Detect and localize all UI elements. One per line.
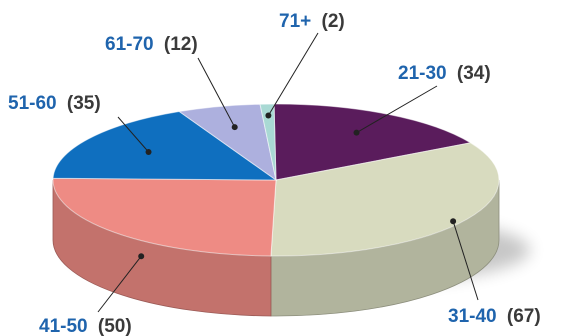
label-21-30-category: 21-30 bbox=[398, 63, 447, 84]
leader-dot-41-50 bbox=[138, 253, 145, 260]
label-31-40-category: 31-40 bbox=[448, 306, 497, 327]
leader-dot-51-60 bbox=[145, 149, 152, 156]
label-41-50-category: 41-50 bbox=[39, 316, 88, 336]
label-21-30-count: (34) bbox=[457, 63, 491, 84]
leader-dot-21-30 bbox=[353, 129, 360, 136]
label-51-60-category: 51-60 bbox=[8, 93, 57, 114]
label-51-60-count: (35) bbox=[67, 93, 101, 114]
leader-line-21-30 bbox=[356, 85, 438, 134]
leader-line-71+ bbox=[267, 32, 319, 116]
leader-line-41-50 bbox=[97, 255, 142, 313]
leader-dot-61-70 bbox=[231, 124, 238, 131]
slice-71+ bbox=[259, 103, 277, 181]
leader-lines bbox=[97, 32, 479, 313]
leader-line-61-70 bbox=[197, 57, 236, 128]
label-61-70-category: 61-70 bbox=[105, 34, 154, 55]
leader-line-51-60 bbox=[117, 116, 149, 153]
label-51-60: 51-60 (35) bbox=[8, 93, 101, 114]
pie-sides bbox=[52, 179, 500, 317]
label-41-50: 41-50 (50) bbox=[39, 316, 132, 336]
label-71plus: 71+ (2) bbox=[279, 11, 345, 32]
label-41-50-count: (50) bbox=[98, 316, 132, 336]
label-71plus-category: 71+ bbox=[279, 11, 311, 32]
label-31-40: 31-40 (67) bbox=[448, 306, 541, 327]
label-61-70: 61-70 (12) bbox=[105, 34, 198, 55]
label-21-30: 21-30 (34) bbox=[398, 63, 491, 84]
slice-51-60 bbox=[52, 110, 278, 181]
label-61-70-count: (12) bbox=[164, 34, 198, 55]
leader-dot-31-40 bbox=[450, 218, 457, 225]
leader-dot-71+ bbox=[265, 112, 272, 119]
label-71plus-count: (2) bbox=[322, 11, 345, 32]
leader-line-31-40 bbox=[452, 221, 479, 301]
label-31-40-count: (67) bbox=[507, 306, 541, 327]
slice-31-40 bbox=[270, 142, 500, 257]
slice-41-50 bbox=[52, 177, 277, 257]
pie-top bbox=[52, 103, 500, 257]
